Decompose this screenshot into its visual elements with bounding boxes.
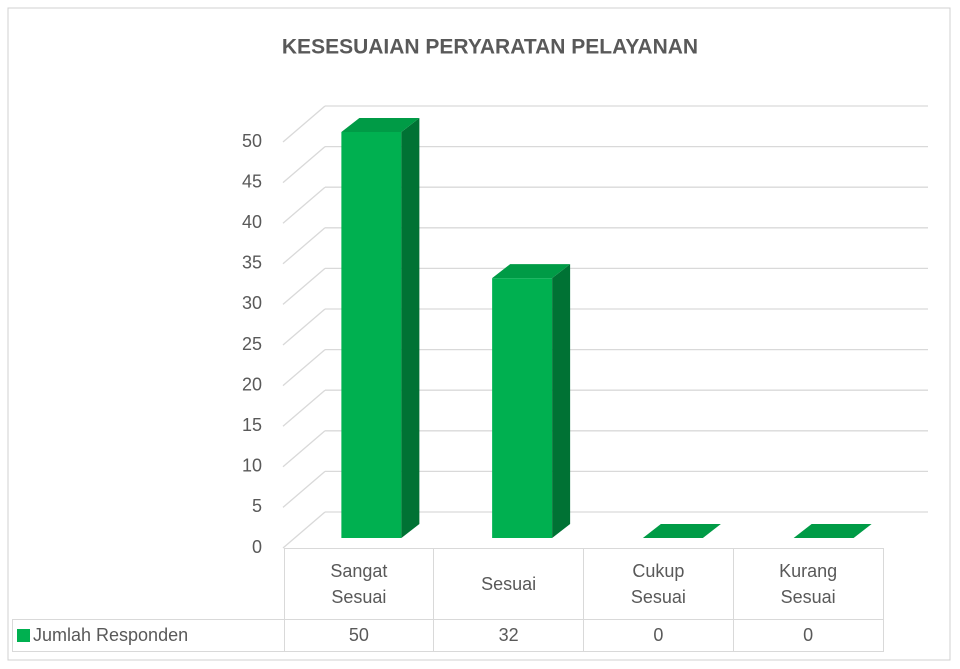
category-cell: Cukup Sesuai [583, 548, 734, 620]
x-tick-label: Sangat Sesuai [330, 560, 388, 607]
category-cell: Kurang Sesuai [732, 548, 884, 620]
grid-line-side [282, 186, 326, 224]
grid-line-side [282, 227, 326, 265]
value-cell: 32 [433, 618, 584, 652]
grid-line-side [282, 349, 326, 387]
data-table: Sangat Sesuai Sesuai Cukup Sesuai Kurang Se… [12, 548, 884, 652]
category-row: Sangat Sesuai Sesuai Cukup Sesuai Kurang Se… [13, 548, 884, 620]
value-cell: 0 [732, 618, 884, 652]
grid-line-side [282, 430, 326, 468]
chart-title: KESESUAIAN PERYARATAN PELAYANAN [282, 36, 698, 59]
bar-front [341, 132, 402, 538]
bar-side [552, 264, 571, 538]
bar-top [642, 524, 721, 538]
y-tick-label: 25 [242, 334, 262, 354]
y-tick-label: 40 [242, 212, 262, 232]
value-cell: 50 [283, 618, 435, 652]
y-tick-label: 0 [252, 537, 262, 557]
y-tick-label: 15 [242, 415, 262, 435]
category-cell: Sangat Sesuai [283, 548, 435, 620]
grid-line-side [282, 146, 326, 184]
grid-line-side [282, 267, 326, 305]
legend-key [17, 628, 30, 642]
x-tick-label: Cukup Sesuai [630, 560, 686, 607]
y-tick-label: 45 [242, 171, 262, 191]
legend-label: Jumlah Responden [33, 624, 189, 645]
grid-line-side [282, 389, 326, 427]
grid-line-side [282, 308, 326, 346]
y-tick-label: 35 [242, 253, 262, 273]
value-cell: 0 [583, 618, 734, 652]
y-tick-label: 20 [242, 374, 262, 394]
y-tick-label: 10 [242, 456, 262, 476]
y-tick-label: 50 [242, 131, 262, 151]
bar-side [401, 118, 420, 538]
y-tick-label: 30 [242, 293, 262, 313]
bar-front [492, 278, 553, 538]
legend-cell: Jumlah Responden [12, 618, 285, 652]
x-tick-label: Sesuai [481, 573, 537, 594]
bar-top [341, 118, 420, 132]
grid-line-side [282, 105, 326, 143]
bar-top [492, 264, 571, 279]
bar-top [793, 524, 872, 538]
grid-line-side [282, 511, 326, 549]
series-row: Jumlah Responden 50 32 0 0 [12, 618, 884, 652]
category-cell: Sesuai [433, 548, 584, 620]
empty-cell [13, 549, 285, 620]
grid-line-side [282, 470, 326, 508]
x-tick-label: Kurang Sesuai [779, 560, 838, 607]
y-tick-label: 5 [252, 496, 262, 516]
